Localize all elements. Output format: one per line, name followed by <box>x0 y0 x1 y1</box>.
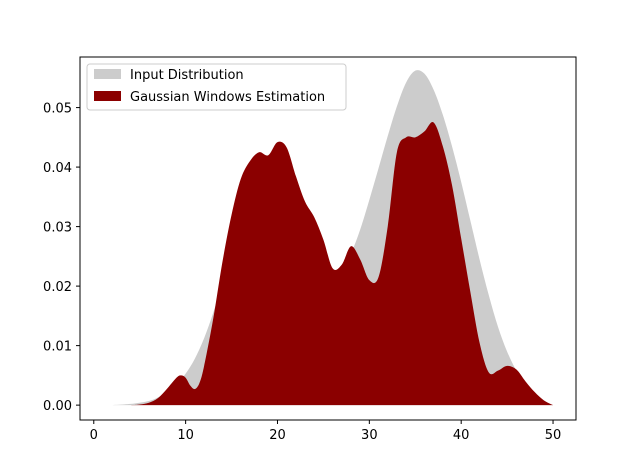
x-tick-label: 40 <box>453 428 470 443</box>
legend: Input Distribution Gaussian Windows Esti… <box>86 63 347 111</box>
legend-swatch-input-distribution <box>94 69 121 79</box>
area-gaussian-windows-estimation <box>112 122 554 406</box>
legend-frame <box>86 63 347 111</box>
y-tick-label: 0.04 <box>43 161 72 176</box>
y-tick-label: 0.05 <box>43 102 72 117</box>
y-axis: 0.00 0.01 0.02 0.03 0.04 0.05 <box>43 102 80 414</box>
y-tick-label: 0.00 <box>43 399 72 414</box>
x-axis: 0 10 20 30 40 50 <box>90 420 562 443</box>
legend-label-gaussian-windows-estimation: Gaussian Windows Estimation <box>130 90 325 105</box>
x-tick-label: 10 <box>177 428 194 443</box>
x-tick-label: 0 <box>90 428 98 443</box>
x-tick-label: 30 <box>361 428 378 443</box>
axes-frame <box>79 56 577 421</box>
x-tick-label: 50 <box>545 428 562 443</box>
x-tick-label: 20 <box>269 428 286 443</box>
y-tick-label: 0.02 <box>43 280 72 295</box>
y-tick-label: 0.03 <box>43 221 72 236</box>
y-tick-label: 0.01 <box>43 340 72 355</box>
legend-label-input-distribution: Input Distribution <box>130 68 244 83</box>
legend-swatch-gaussian-windows-estimation <box>94 91 121 101</box>
plot-area <box>112 70 554 406</box>
